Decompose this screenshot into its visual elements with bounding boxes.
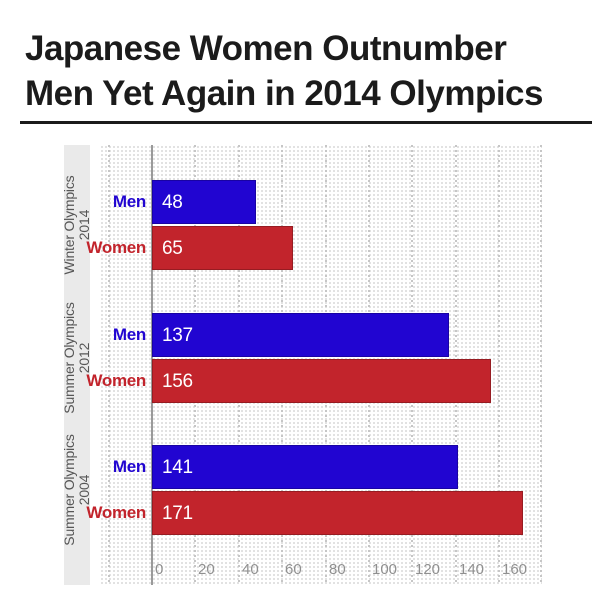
bar-men-1 (152, 180, 256, 224)
bar-value-label: 48 (162, 192, 183, 213)
category-label-3: Summer Olympics 2004 (61, 390, 92, 590)
bar-men-2 (152, 313, 449, 357)
x-tick-label-60: 60 (285, 561, 302, 578)
bar-series-label: Men (112, 325, 146, 344)
bar-value-label: 141 (162, 457, 193, 478)
category-label-line1: Summer Olympics (61, 434, 77, 546)
gridline-160 (498, 145, 500, 585)
gridline-180 (540, 145, 542, 585)
bar-women-1 (152, 226, 293, 270)
x-tick-label-40: 40 (242, 561, 259, 578)
bar-value-label: 171 (162, 503, 193, 524)
x-tick-label-120: 120 (415, 561, 441, 578)
chart-title: Japanese Women Outnumber Men Yet Again i… (25, 26, 595, 116)
title-underline (20, 121, 592, 124)
bar-series-label: Women (86, 238, 146, 257)
bar-women-3 (152, 491, 523, 535)
bar-value-label: 65 (162, 238, 183, 259)
bar-series-label: Men (112, 457, 146, 476)
bar-series-label: Women (86, 503, 146, 522)
x-tick-label-160: 160 (502, 561, 528, 578)
plot-area: 0 20 40 60 80 100 120 140 160 Men 48 Women 65 Men 137 W… (86, 145, 542, 585)
bar-women-2 (152, 359, 491, 403)
bar-series-label: Men (112, 192, 146, 211)
x-tick-label-20: 20 (198, 561, 215, 578)
bar-series-label: Women (86, 371, 146, 390)
bar-value-label: 156 (162, 371, 193, 392)
chart-title-line2: Men Yet Again in 2014 Olympics (25, 74, 543, 113)
x-tick-label-80: 80 (329, 561, 346, 578)
bar-chart: Winter Olympics 2014 Summer Olympics 2012 Su… (61, 145, 542, 585)
gridline--20 (108, 145, 110, 585)
bar-men-3 (152, 445, 458, 489)
x-tick-label-100: 100 (372, 561, 398, 578)
x-tick-label-140: 140 (459, 561, 485, 578)
category-label-line2: 2004 (76, 474, 92, 506)
category-band: Winter Olympics 2014 Summer Olympics 2012 Su… (61, 145, 92, 585)
x-tick-label-0: 0 (155, 561, 164, 578)
chart-title-line1: Japanese Women Outnumber (25, 29, 507, 68)
bar-value-label: 137 (162, 325, 193, 346)
